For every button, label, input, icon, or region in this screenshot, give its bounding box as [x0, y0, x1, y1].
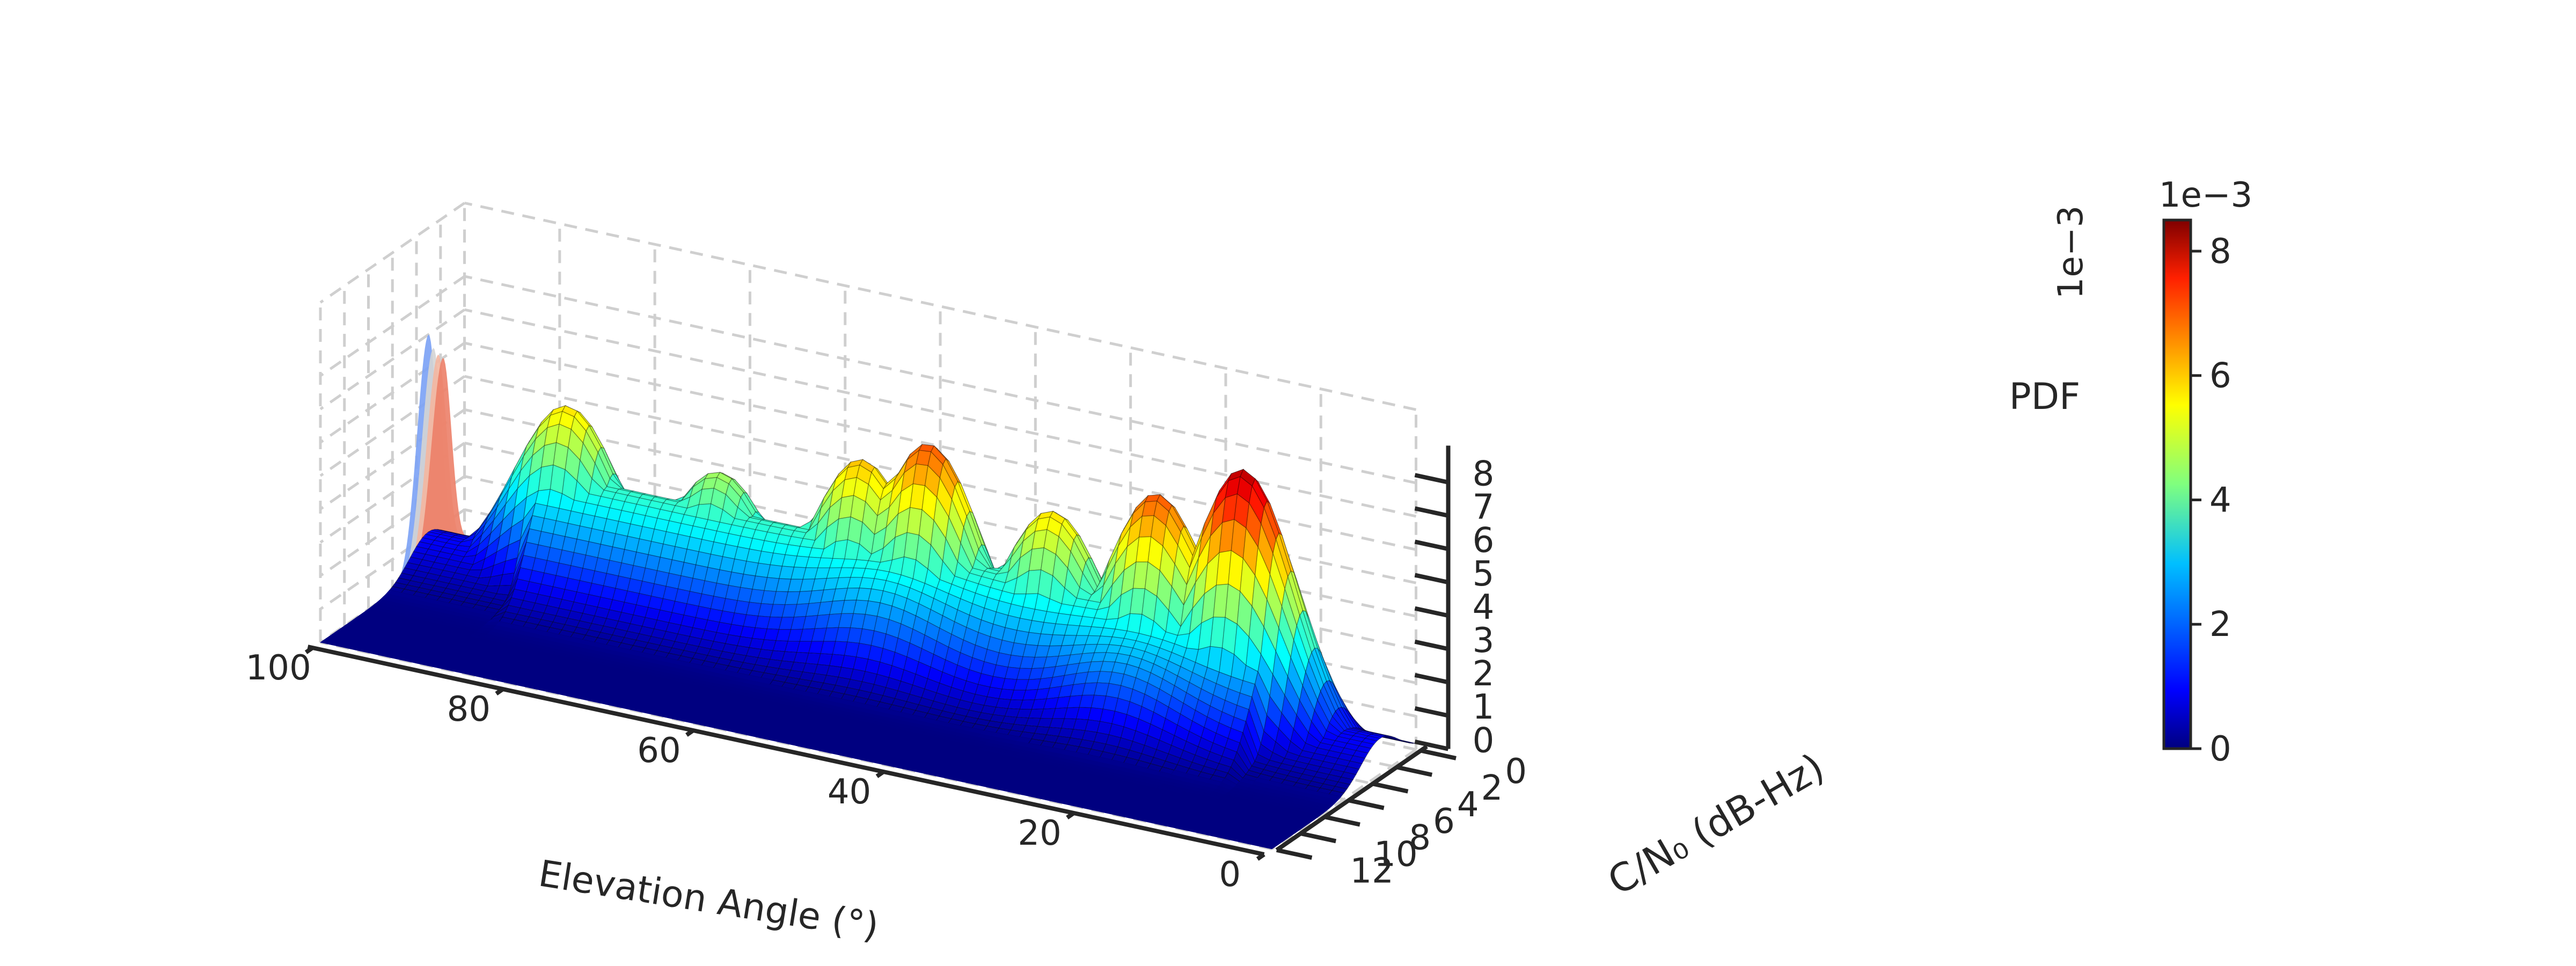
z-offset-label: 1e−3: [2051, 206, 2091, 299]
colorbar-tick-label: 6: [2209, 356, 2231, 396]
z-tick: [1414, 639, 1449, 652]
z-tick-label: 8: [1473, 455, 1495, 494]
y-tick-label: 2: [1481, 769, 1503, 808]
z-tick: [1414, 573, 1449, 584]
x-tick-label: 20: [1018, 814, 1061, 853]
y-tick-label: 4: [1457, 785, 1479, 825]
z-tick: [1414, 740, 1449, 751]
y-tick: [1276, 848, 1313, 860]
projection-curve-3: [320, 354, 465, 642]
z-tick: [1414, 506, 1449, 518]
projection-curve-4: [320, 357, 465, 642]
y-tick: [1372, 781, 1409, 794]
x-tick-label: 60: [637, 731, 680, 771]
y-tick-label: 6: [1433, 802, 1455, 841]
x-tick-label: 0: [1219, 855, 1241, 895]
colorbar-tick-label: 2: [2209, 605, 2231, 645]
y-tick: [1300, 831, 1337, 844]
colorbar-tick-label: 8: [2209, 232, 2231, 272]
surface: [320, 405, 1416, 850]
y-tick: [1348, 798, 1385, 810]
colorbar-gradient: [2162, 218, 2192, 750]
y-tick-label: 12: [1350, 851, 1393, 891]
x-tick-label: 40: [828, 772, 871, 812]
y-tick-label: 0: [1505, 752, 1527, 792]
z-tick: [1414, 539, 1449, 551]
x-tick-label: 100: [246, 648, 311, 688]
colorbar: 1e−3 0 2 4 6 8: [2159, 175, 2252, 769]
colorbar-tick-label: 4: [2209, 480, 2231, 520]
y-axis-label: C/N₀ (dB-Hz): [1600, 744, 1832, 904]
y-tick: [1420, 748, 1457, 760]
colorbar-offset-label: 1e−3: [2159, 175, 2252, 215]
y-tick: [1396, 765, 1433, 777]
projection-curve-2: [320, 348, 465, 642]
z-tick: [1414, 606, 1449, 618]
x-axis-label: Elevation Angle (°): [536, 852, 881, 948]
y-tick: [1324, 815, 1360, 827]
colorbar-tick-label: 0: [2209, 729, 2231, 769]
z-tick: [1414, 706, 1449, 718]
z-axis-label: PDF: [2009, 376, 2080, 418]
x-tick-label: 80: [447, 690, 491, 729]
z-tick: [1414, 473, 1449, 485]
z-tick: [1414, 672, 1449, 685]
